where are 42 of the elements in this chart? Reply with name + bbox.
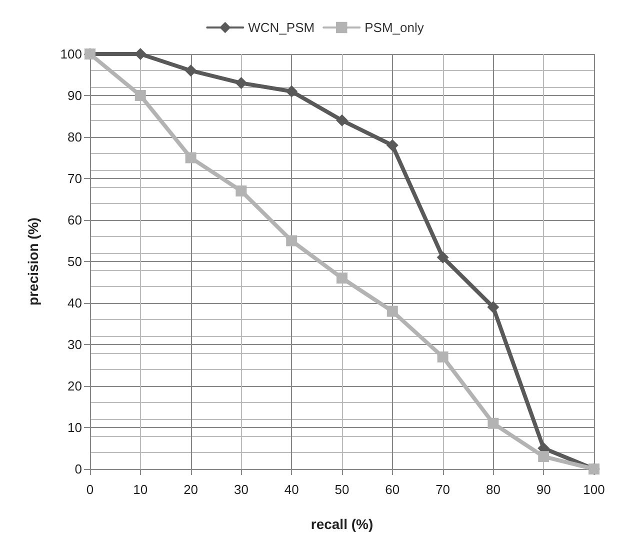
point	[336, 272, 348, 284]
point	[286, 85, 298, 98]
point	[184, 64, 197, 77]
x-tick-label: 70	[436, 482, 450, 497]
x-tick-label: 100	[583, 482, 605, 497]
point	[386, 139, 398, 152]
y-tick-label: 40	[68, 296, 82, 310]
legend-label: WCN_PSM	[248, 20, 315, 35]
x-tick-label: 40	[284, 482, 299, 497]
y-tick-label: 90	[68, 88, 82, 103]
x-tick-label: 0	[86, 482, 94, 497]
point	[436, 251, 449, 264]
x-tick-label: 60	[385, 482, 400, 497]
x-tick-label: 50	[334, 482, 350, 497]
point	[386, 306, 398, 317]
point	[235, 77, 248, 90]
y-tick-label: 30	[68, 337, 82, 352]
y-tick-label: 70	[68, 171, 82, 186]
y-tick-label: 60	[68, 212, 82, 228]
legend-label: PSM_only	[364, 20, 424, 35]
point	[487, 301, 500, 314]
y-tick-label: 20	[68, 378, 82, 394]
point	[236, 185, 247, 196]
x-axis-title: recall (%)	[310, 516, 374, 532]
point	[437, 351, 448, 362]
x-tick-label: 80	[486, 482, 500, 497]
y-tick-label: 100	[60, 46, 82, 62]
y-tick-label: 0	[74, 462, 82, 476]
x-tick-label: 10	[133, 482, 148, 497]
x-tick-label: 20	[184, 482, 198, 497]
x-tick-label: 30	[234, 482, 248, 497]
point	[538, 451, 550, 462]
point	[185, 152, 196, 164]
point	[134, 90, 146, 101]
point	[336, 114, 348, 126]
x-tick-label: 90	[536, 482, 551, 497]
y-tick-label: 10	[68, 420, 82, 435]
point	[488, 418, 499, 429]
y-tick-label: 80	[68, 130, 82, 144]
y-tick-label: 50	[68, 254, 82, 269]
y-axis-title: precision (%)	[25, 218, 41, 306]
point	[286, 235, 298, 246]
